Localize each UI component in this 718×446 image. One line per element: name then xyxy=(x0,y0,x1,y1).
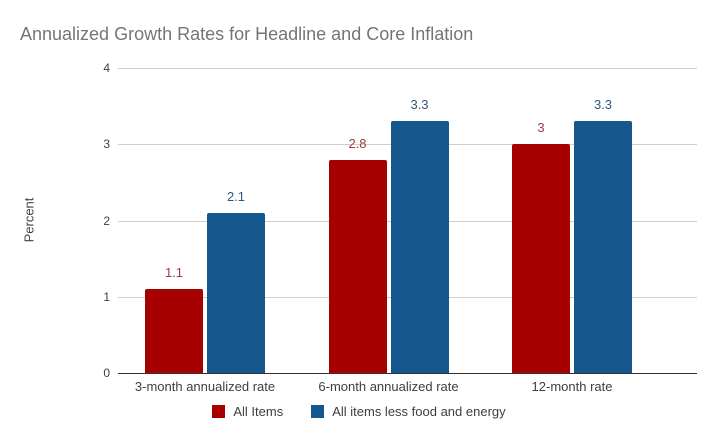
x-axis-category-label: 3-month annualized rate xyxy=(134,379,276,394)
bar-all-items-less-food-and-energy[interactable] xyxy=(574,121,632,373)
legend-swatch-icon xyxy=(311,405,325,418)
legend-label: All items less food and energy xyxy=(332,404,506,419)
bar-all-items[interactable] xyxy=(328,159,387,373)
y-axis-tick-label: 1 xyxy=(103,289,110,304)
bar-all-items[interactable] xyxy=(512,144,570,373)
y-axis-tick-label: 4 xyxy=(103,61,110,75)
y-axis-title: Percent xyxy=(21,197,37,243)
x-axis-category-label: 6-month annualized rate xyxy=(318,379,459,394)
y-axis-tick-label: 3 xyxy=(103,137,110,152)
legend-swatch-icon xyxy=(212,405,226,418)
bar-value-label: 2.8 xyxy=(348,135,367,151)
gridline xyxy=(118,68,697,69)
legend-item-all-items[interactable]: All Items xyxy=(212,404,283,419)
bar-value-label: 3.3 xyxy=(593,97,613,113)
bar-value-label: 1.1 xyxy=(164,265,184,281)
bar-all-items[interactable] xyxy=(145,289,203,373)
bar-value-label: 3.3 xyxy=(410,97,429,113)
legend: All Items All items less food and energy xyxy=(0,404,718,419)
chart-title: Annualized Growth Rates for Headline and… xyxy=(20,24,474,44)
bar-value-label: 2.1 xyxy=(226,188,246,204)
y-axis-tick-label: 2 xyxy=(103,213,110,228)
bar-all-items-less-food-and-energy[interactable] xyxy=(390,121,449,373)
bar-value-label: 3 xyxy=(537,120,545,136)
legend-item-all-items-less-food-and-energy[interactable]: All items less food and energy xyxy=(311,404,506,419)
y-axis-tick-label: 0 xyxy=(103,366,110,380)
x-axis-category-label: 12-month rate xyxy=(531,379,613,394)
x-axis-line xyxy=(118,373,697,374)
legend-label: All Items xyxy=(233,404,284,419)
bar-all-items-less-food-and-energy[interactable] xyxy=(207,212,265,373)
